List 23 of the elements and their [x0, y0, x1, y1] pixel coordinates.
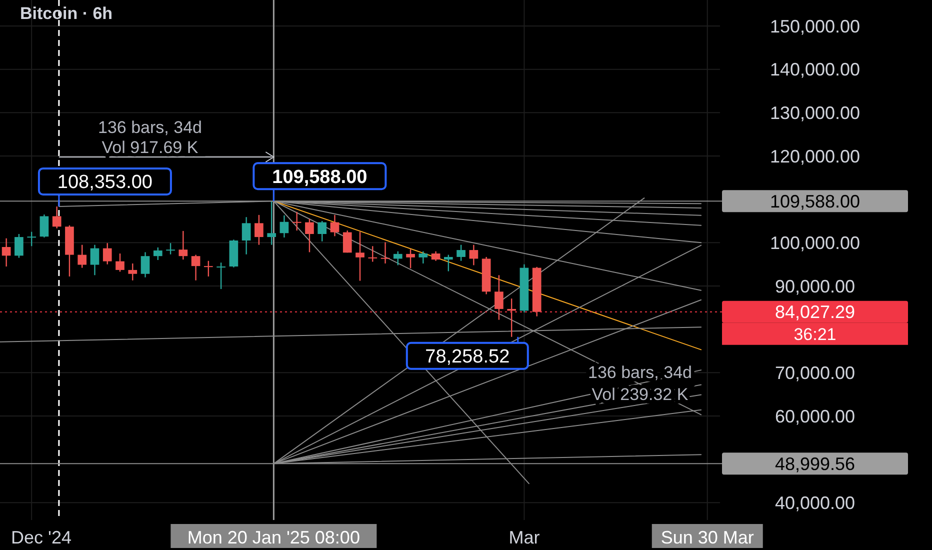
y-tick-label: 60,000.00 [774, 406, 856, 426]
text: 36:21 [794, 324, 836, 344]
y-tick-label: 40,000.00 [774, 492, 856, 513]
ref-line-label: 48,999.56 [774, 454, 856, 474]
x-tick-label: Dec '24 [11, 527, 72, 548]
y-tick-label: 150,000.00 [770, 16, 860, 36]
y-tick-label: 100,000.00 [770, 232, 860, 253]
x-tick-label: Sun 30 Mar [660, 527, 754, 548]
annotation: Vol 917.69 K [102, 138, 199, 157]
y-tick-label: 70,000.00 [774, 362, 856, 383]
annotation: 108,353.00 [57, 172, 152, 194]
y-tick-label: 90,000.00 [774, 276, 856, 296]
chart-title: Bitcoin · 6h [20, 4, 113, 23]
ref-line-label: 109,588.00 [770, 191, 860, 212]
y-tick-label: 120,000.00 [770, 146, 860, 166]
ref-line-label: 84,027.29 [774, 302, 856, 322]
x-tick-label: Mon 20 Jan '25 08:00 [187, 527, 360, 548]
x-tick-label: Mar [508, 527, 540, 548]
y-tick-label: 130,000.00 [770, 102, 860, 123]
annotation: 78,258.52 [425, 346, 510, 368]
y-tick-label: 140,000.00 [770, 60, 860, 80]
annotation: 109,588.00 [272, 166, 368, 188]
annotation: 136 bars, 34d [98, 118, 202, 137]
